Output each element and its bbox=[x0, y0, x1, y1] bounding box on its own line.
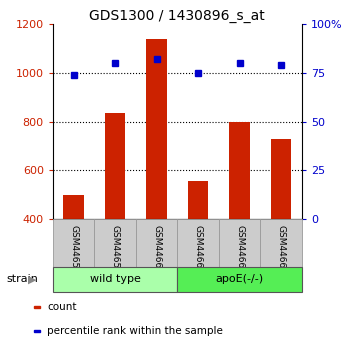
Bar bbox=[177, 267, 302, 292]
Text: percentile rank within the sample: percentile rank within the sample bbox=[47, 326, 223, 336]
Text: GSM44661: GSM44661 bbox=[235, 225, 244, 274]
Bar bbox=[146, 39, 167, 219]
Bar bbox=[188, 181, 208, 219]
Bar bbox=[94, 219, 136, 267]
Text: apoE(-/-): apoE(-/-) bbox=[216, 275, 264, 284]
Text: strain: strain bbox=[7, 275, 39, 284]
Text: GSM44659: GSM44659 bbox=[110, 225, 120, 274]
Bar bbox=[34, 306, 40, 308]
Bar bbox=[105, 113, 125, 219]
Text: ▶: ▶ bbox=[28, 275, 36, 284]
Bar bbox=[229, 122, 250, 219]
Bar bbox=[136, 219, 177, 267]
Text: GSM44663: GSM44663 bbox=[152, 225, 161, 274]
Bar bbox=[63, 195, 84, 219]
Bar bbox=[271, 139, 292, 219]
Title: GDS1300 / 1430896_s_at: GDS1300 / 1430896_s_at bbox=[89, 9, 265, 23]
Bar bbox=[53, 267, 177, 292]
Bar bbox=[219, 219, 260, 267]
Text: GSM44660: GSM44660 bbox=[194, 225, 203, 274]
Bar bbox=[53, 219, 94, 267]
Bar bbox=[177, 219, 219, 267]
Text: wild type: wild type bbox=[90, 275, 140, 284]
Text: GSM44658: GSM44658 bbox=[69, 225, 78, 274]
Bar bbox=[260, 219, 302, 267]
Text: count: count bbox=[47, 302, 77, 312]
Text: GSM44662: GSM44662 bbox=[277, 225, 285, 274]
Bar bbox=[34, 331, 40, 332]
